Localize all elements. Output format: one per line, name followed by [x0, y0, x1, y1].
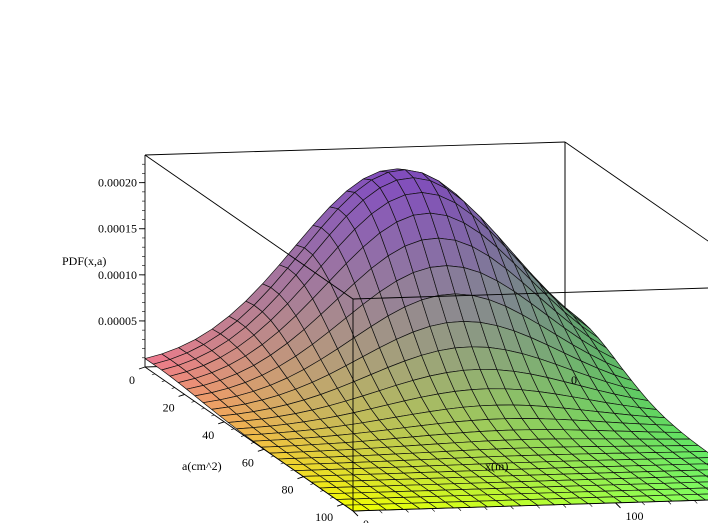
bounding-box-front — [144, 154, 708, 512]
surface-cell — [689, 463, 708, 471]
x-minor-tick — [510, 505, 514, 510]
x-minor-tick — [405, 509, 409, 513]
a-minor-tick — [221, 421, 225, 424]
a-minor-tick — [300, 476, 304, 478]
x-minor-tick — [562, 504, 567, 508]
a-minor-tick — [270, 455, 274, 458]
x-tick-label: 100 — [626, 509, 644, 523]
surface-cell — [688, 475, 708, 483]
z-tick-label: 0.00005 — [98, 314, 137, 328]
z-tick-label: 0.00010 — [98, 268, 137, 282]
a-minor-tick — [290, 469, 294, 472]
axis-ticks: 0.00005 0.00010 0.00015 0.00020 0 20 40 60 80 100… — [98, 163, 698, 523]
surface-cell — [697, 469, 708, 477]
box-edge — [144, 154, 354, 300]
a-minor-tick — [310, 483, 314, 485]
x-origin-label: 0 — [571, 373, 577, 387]
a-tick-label: 0 — [129, 373, 135, 387]
x-minor-tick — [615, 502, 619, 507]
a-tick-label: 60 — [242, 455, 254, 469]
a-tick-label: 40 — [202, 428, 214, 442]
z-tick-label: 0.00020 — [98, 176, 137, 190]
a-minor-tick — [280, 462, 284, 465]
a-minor-tick — [181, 394, 185, 396]
x-minor-tick — [484, 506, 488, 511]
a-minor-tick — [231, 428, 235, 430]
surface-cell — [697, 457, 708, 465]
a-minor-tick — [330, 497, 334, 499]
box-edge — [144, 141, 566, 156]
a-minor-tick — [240, 435, 245, 437]
x-minor-tick — [589, 503, 593, 507]
a-minor-tick — [260, 449, 264, 451]
a-tick-mark — [138, 366, 146, 370]
a-minor-tick — [340, 503, 344, 506]
box-edge — [564, 141, 708, 242]
surface-cell — [688, 487, 708, 495]
surface-mesh — [144, 168, 708, 512]
a-axis-label: a(cm^2) — [182, 459, 222, 473]
a-tick-label: 20 — [163, 400, 175, 414]
a-minor-tick — [211, 414, 215, 417]
x-tick-mark — [352, 510, 359, 517]
x-minor-tick — [667, 501, 672, 505]
x-minor-tick — [431, 508, 435, 512]
box-edge — [352, 287, 708, 300]
x-minor-tick — [694, 500, 698, 504]
a-minor-tick — [191, 401, 195, 403]
a-minor-tick — [250, 442, 255, 444]
a-tick-label: 80 — [281, 483, 293, 497]
x-minor-tick — [536, 505, 540, 509]
x-tick-label: 0 — [363, 517, 369, 523]
surface-cell — [697, 493, 708, 501]
a-minor-tick — [151, 373, 155, 376]
x-minor-tick — [641, 501, 645, 506]
a-minor-tick — [201, 407, 205, 410]
a-tick-label: 100 — [315, 510, 333, 523]
box-edge — [144, 366, 354, 512]
x-minor-tick — [379, 509, 383, 514]
x-minor-tick — [457, 507, 462, 511]
a-minor-tick — [161, 380, 165, 382]
z-tick-label: 0.00015 — [98, 222, 137, 236]
a-minor-tick — [171, 387, 175, 389]
surface-cell — [689, 451, 708, 459]
z-axis-label: PDF(x,a) — [62, 254, 106, 268]
x-axis-label: x(m) — [485, 459, 508, 473]
a-minor-tick — [320, 490, 324, 492]
surface-cell — [697, 481, 708, 489]
